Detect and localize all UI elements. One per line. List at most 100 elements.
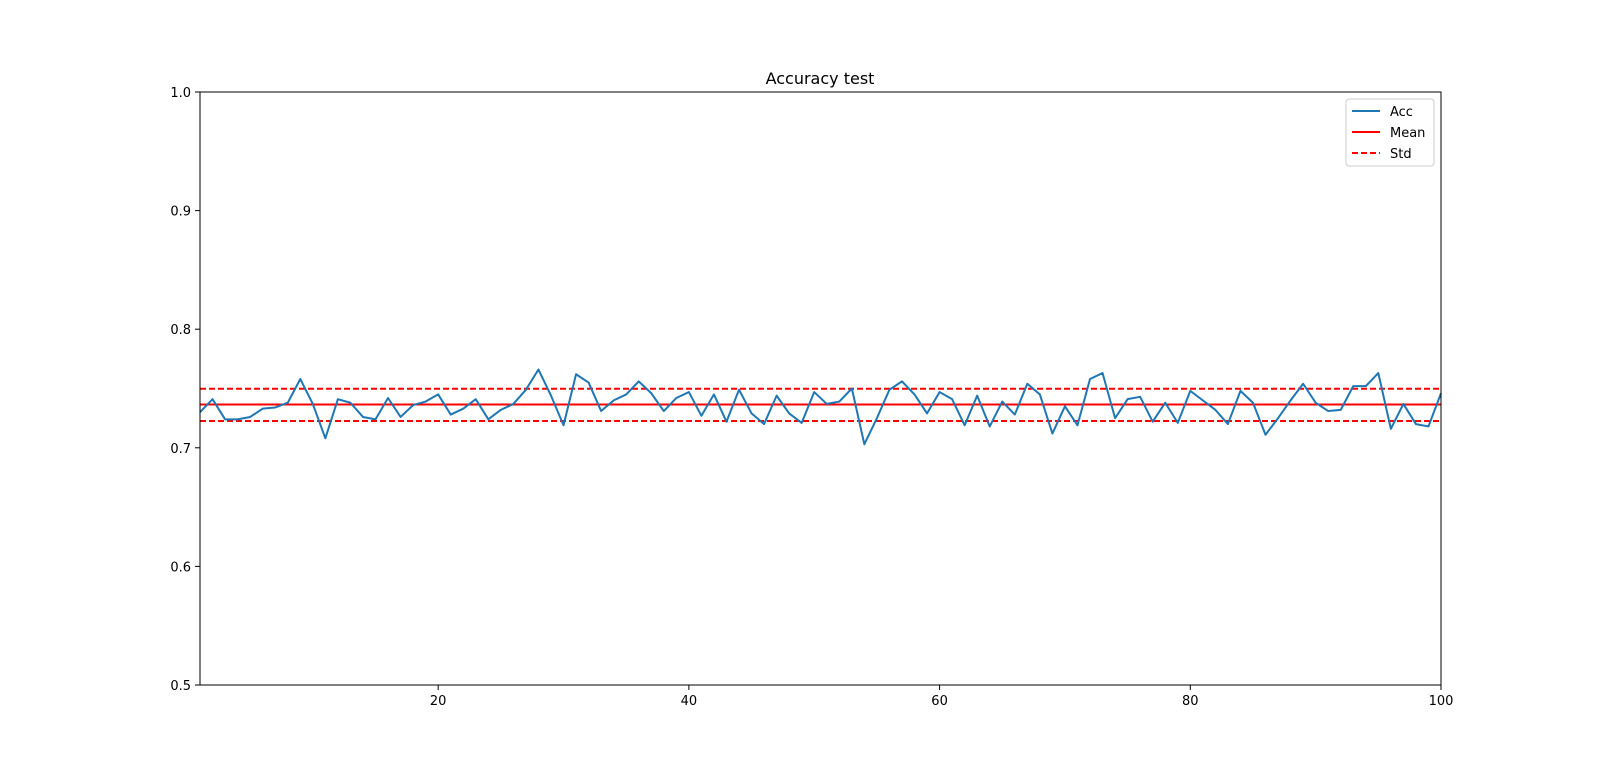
y-tick-label: 1.0 (170, 86, 191, 101)
acc-data-point (1277, 417, 1279, 419)
acc-data-point (487, 418, 489, 420)
legend-frame (1345, 98, 1435, 167)
acc-data-point (512, 403, 514, 405)
legend-label-std: Std (1390, 147, 1412, 162)
acc-data-point (212, 398, 214, 400)
acc-data-point (788, 412, 790, 414)
acc-data-point (1340, 409, 1342, 411)
x-tick-label: 40 (681, 694, 698, 709)
acc-data-point (638, 380, 640, 382)
chart-title: Accuracy test (766, 69, 875, 88)
acc-data-point (1227, 423, 1229, 425)
acc-data-point (888, 389, 890, 391)
acc-data-point (1402, 403, 1404, 405)
x-tick-label: 100 (1429, 694, 1454, 709)
acc-data-point (462, 408, 464, 410)
acc-data-point (1365, 385, 1367, 387)
acc-data-point (989, 425, 991, 427)
acc-data-point (688, 391, 690, 393)
acc-data-point (1102, 372, 1104, 374)
acc-data-point (249, 416, 251, 418)
acc-data-point (575, 373, 577, 375)
acc-data-point (237, 418, 239, 420)
acc-data-point (412, 404, 414, 406)
acc-data-point (1026, 383, 1028, 385)
acc-data-point (537, 369, 539, 371)
acc-data-point (976, 395, 978, 397)
acc-data-point (1265, 434, 1267, 436)
acc-data-point (387, 397, 389, 399)
acc-data-point (1214, 409, 1216, 411)
plot-frame (199, 91, 1442, 686)
acc-data-point (400, 416, 402, 418)
acc-data-point (1014, 414, 1016, 416)
x-tick-label: 80 (1182, 694, 1199, 709)
acc-data-point (563, 424, 565, 426)
acc-data-point (675, 397, 677, 399)
acc-data-point (851, 388, 853, 390)
acc-data-point (374, 418, 376, 420)
y-tick-label: 0.8 (170, 323, 191, 338)
acc-data-point (1252, 402, 1254, 404)
legend-label-acc: Acc (1390, 105, 1413, 120)
acc-data-point (525, 389, 527, 391)
acc-data-point (324, 437, 326, 439)
acc-data-point (500, 409, 502, 411)
acc-data-point (801, 422, 803, 424)
acc-data-point (914, 393, 916, 395)
acc-data-point (1315, 402, 1317, 404)
acc-data-point (475, 398, 477, 400)
acc-data-point (713, 393, 715, 395)
acc-data-point (901, 380, 903, 382)
acc-data-point (1164, 402, 1166, 404)
acc-data-point (337, 398, 339, 400)
acc-data-point (1076, 424, 1078, 426)
x-tick-label: 20 (430, 694, 447, 709)
legend: Acc Mean Std (1345, 98, 1435, 167)
acc-data-point (939, 391, 941, 393)
acc-data-point (1390, 428, 1392, 430)
acc-data-point (650, 392, 652, 394)
acc-data-point (763, 423, 765, 425)
acc-data-point (738, 389, 740, 391)
acc-data-point (700, 415, 702, 417)
acc-data-point (450, 414, 452, 416)
acc-data-point (1327, 410, 1329, 412)
acc-data-point (663, 410, 665, 412)
acc-data-point (437, 393, 439, 395)
acc-data-point (425, 401, 427, 403)
acc-data-point (1051, 433, 1053, 435)
acc-data-point (1239, 390, 1241, 392)
acc-data-point (813, 391, 815, 393)
acc-data-point (1377, 372, 1379, 374)
axes-layer: 20 40 60 80 100 0.5 0.6 0.7 0.8 0.9 1.0 (170, 86, 1453, 709)
acc-data-point (876, 417, 878, 419)
acc-data-point (349, 402, 351, 404)
acc-data-point (1177, 422, 1179, 424)
acc-data-point (1139, 396, 1141, 398)
acc-series-line (199, 368, 1442, 446)
x-tick-label: 60 (931, 694, 948, 709)
acc-data-point (951, 398, 953, 400)
acc-data-point (1202, 399, 1204, 401)
acc-data-point (826, 403, 828, 405)
acc-data-point (287, 402, 289, 404)
acc-data-point (312, 403, 314, 405)
acc-data-point (838, 401, 840, 403)
acc-data-point (725, 421, 727, 423)
acc-data-point (964, 424, 966, 426)
acc-data-point (863, 443, 865, 445)
plot-series-layer (199, 368, 1442, 446)
acc-data-point (613, 399, 615, 401)
acc-data-point (926, 412, 928, 414)
acc-data-point (1302, 383, 1304, 385)
acc-data-point (1189, 390, 1191, 392)
acc-data-point (1114, 417, 1116, 419)
acc-data-point (224, 418, 226, 420)
acc-data-point (299, 378, 301, 380)
legend-label-mean: Mean (1390, 126, 1425, 141)
y-tick-label: 0.5 (170, 679, 191, 694)
acc-data-point (625, 393, 627, 395)
